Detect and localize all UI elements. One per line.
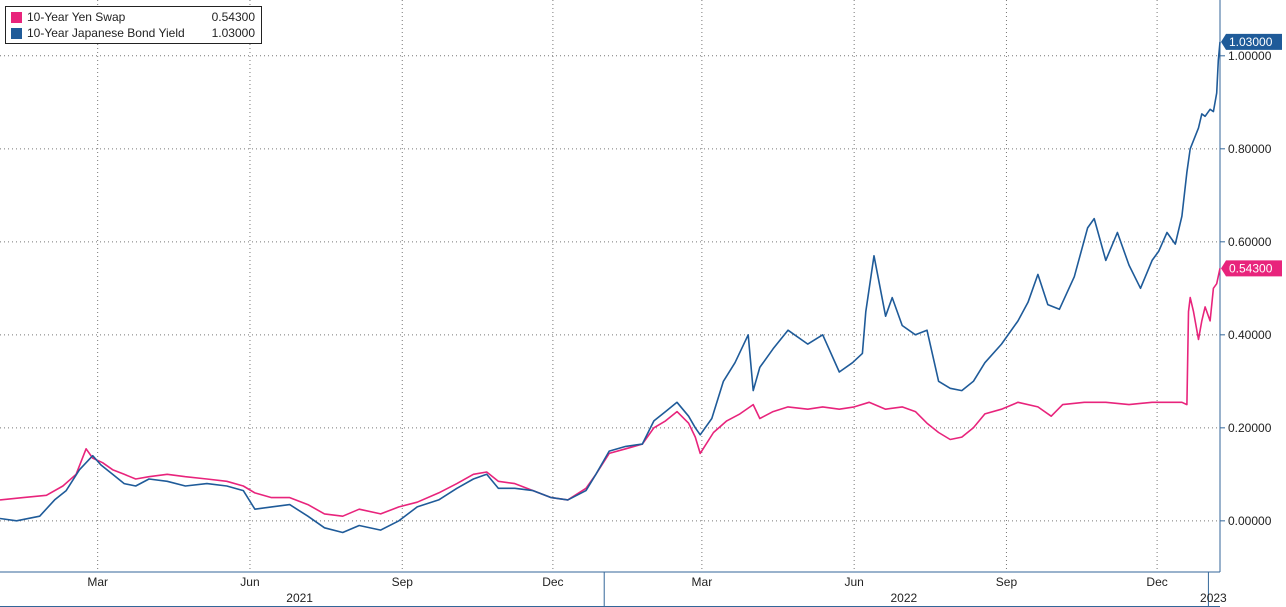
series-line-yen-swap — [0, 268, 1221, 518]
last-value-tag: 0.54300 — [1221, 260, 1282, 277]
legend: 10-Year Yen Swap 0.54300 10-Year Japanes… — [5, 6, 262, 44]
x-tick-label: Sep — [392, 575, 414, 589]
y-tick-label: 0.80000 — [1228, 142, 1272, 156]
y-tick-label: 0.60000 — [1228, 235, 1272, 249]
legend-swatch — [11, 11, 22, 23]
legend-swatch — [11, 27, 22, 39]
x-tick-label: Sep — [996, 575, 1018, 589]
y-tick-label: 1.00000 — [1228, 49, 1272, 63]
gridlines — [0, 0, 1220, 572]
x-tick-label: Jun — [240, 575, 259, 589]
y-tick-label: 0.40000 — [1228, 328, 1272, 342]
x-tick-label: Mar — [692, 575, 713, 589]
legend-label: 10-Year Yen Swap — [27, 10, 126, 24]
x-tick-label: Dec — [1146, 575, 1167, 589]
series-line-jgb-yield — [0, 41, 1221, 534]
y-tick-label: 0.00000 — [1228, 514, 1272, 528]
value-labels: 0.54300 1.03000 — [1221, 33, 1282, 277]
last-value-tag: 1.03000 — [1221, 33, 1282, 50]
legend-label: 10-Year Japanese Bond Yield — [27, 26, 185, 40]
x-tick-label: Jun — [844, 575, 863, 589]
y-tick-label: 0.20000 — [1228, 421, 1272, 435]
x-tick-label: Mar — [87, 575, 108, 589]
x-year-label: 2022 — [890, 591, 917, 605]
last-value-label: 1.03000 — [1229, 35, 1273, 49]
x-year-label: 2023 — [1200, 591, 1227, 605]
legend-value: 1.03000 — [211, 26, 255, 40]
legend-entry-yen-swap: 10-Year Yen Swap 0.54300 — [11, 9, 255, 25]
x-year-label: 2021 — [286, 591, 313, 605]
legend-entry-jgb-yield: 10-Year Japanese Bond Yield 1.03000 — [11, 25, 255, 41]
last-value-label: 0.54300 — [1229, 261, 1273, 275]
x-tick-label: Dec — [542, 575, 563, 589]
legend-value: 0.54300 — [211, 10, 255, 24]
last-value-tag-bg — [1221, 260, 1282, 277]
last-value-tag-bg — [1221, 33, 1282, 50]
series-lines — [0, 41, 1221, 534]
